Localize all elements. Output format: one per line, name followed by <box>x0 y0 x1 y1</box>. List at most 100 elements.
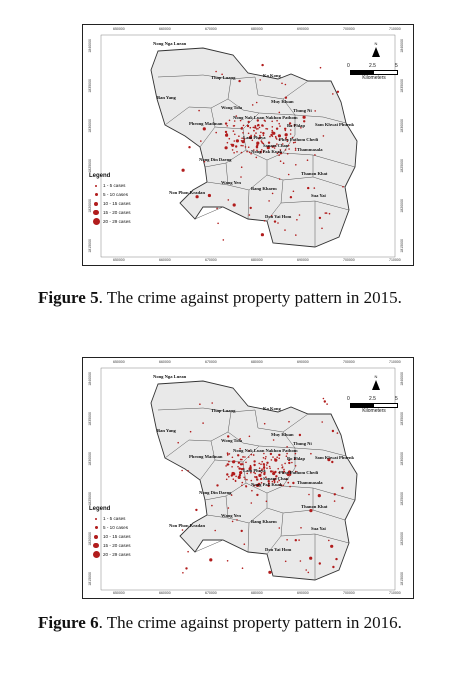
map-inner-frame <box>100 367 396 591</box>
crime-point <box>287 481 289 484</box>
crime-point <box>276 456 278 458</box>
crime-point <box>240 176 242 178</box>
place-label: Phrong Madman <box>189 121 223 126</box>
place-label: Sanam Chan <box>263 143 289 148</box>
district-boundary <box>254 76 309 100</box>
crime-point <box>221 73 223 76</box>
district-boundary <box>254 409 309 433</box>
crime-point <box>225 133 229 137</box>
x-tick-label: 670000 <box>205 258 217 262</box>
legend-symbol <box>92 551 100 558</box>
crime-point <box>309 556 313 560</box>
crime-point <box>230 494 233 496</box>
crime-point <box>266 128 269 130</box>
crime-point <box>238 467 241 470</box>
crime-point <box>258 126 261 129</box>
crime-point <box>292 141 295 144</box>
crime-point <box>233 152 235 154</box>
crime-point <box>272 471 276 476</box>
crime-point <box>303 120 306 123</box>
crime-point <box>333 500 336 502</box>
crime-point <box>251 489 253 492</box>
crime-point <box>250 152 252 155</box>
crime-point <box>209 558 213 562</box>
crime-point <box>274 477 277 480</box>
crime-point <box>253 484 255 487</box>
crime-point <box>242 144 244 147</box>
crime-point <box>258 136 261 139</box>
crime-point <box>286 138 288 141</box>
crime-point <box>252 126 255 129</box>
crime-point <box>274 135 277 138</box>
crime-point <box>268 570 272 574</box>
crime-point <box>281 464 283 466</box>
crime-point <box>263 220 266 222</box>
legend-item: 10 - 15 cases <box>89 532 131 541</box>
crime-point <box>181 168 185 172</box>
crime-point <box>262 457 265 459</box>
crime-point <box>264 457 267 460</box>
crime-point <box>279 160 282 162</box>
crime-point <box>226 463 229 466</box>
crime-point <box>258 137 260 140</box>
crime-point <box>288 122 292 125</box>
crime-point <box>247 456 250 458</box>
place-label: Lam Phaya <box>243 135 266 140</box>
crime-point <box>248 435 251 438</box>
x-tick-label: 700000 <box>343 258 355 262</box>
crime-point <box>227 453 229 455</box>
crime-point <box>309 509 313 513</box>
crime-point <box>318 216 322 220</box>
scale-value: 0 <box>347 63 350 69</box>
crime-point <box>269 470 273 473</box>
legend-label: 15 - 20 cases <box>103 210 131 215</box>
legend-label: 10 - 15 cases <box>103 201 131 206</box>
crime-point <box>225 478 228 481</box>
y-tick-label: 1840000 <box>88 39 92 53</box>
crime-point <box>250 453 253 456</box>
crime-point <box>256 149 258 152</box>
crime-point <box>262 466 266 469</box>
crime-point <box>249 464 252 467</box>
map-figure-5: 650000 650000 660000 660000 670000 670000 6800… <box>82 24 414 266</box>
y-tick-label: 1815000 <box>400 239 404 253</box>
crime-point <box>299 560 302 562</box>
crime-point <box>242 463 244 466</box>
crime-point <box>238 473 242 477</box>
crime-point <box>241 140 245 144</box>
crime-point <box>263 422 266 425</box>
crime-point <box>318 562 321 565</box>
crime-point <box>276 143 278 145</box>
crime-point <box>239 119 242 122</box>
crime-point <box>224 146 228 150</box>
crime-point <box>287 173 290 176</box>
place-label: Bo Phlap <box>287 456 305 461</box>
scale-unit: Kilometers <box>362 75 386 81</box>
x-tick-label: 650000 <box>113 360 125 364</box>
crime-point <box>232 130 235 132</box>
crime-point <box>203 160 206 163</box>
place-label: Don Yai Hom <box>265 214 292 219</box>
place-label: Don Yai Hom <box>265 547 292 552</box>
north-arrow-icon <box>372 380 380 390</box>
crime-point <box>258 473 262 477</box>
place-label: Phra Pathom Chedi <box>279 137 319 142</box>
crime-point <box>249 206 252 210</box>
crime-point <box>294 452 297 455</box>
crime-point <box>327 458 331 462</box>
crime-point <box>246 478 248 481</box>
north-arrow: N <box>351 374 401 390</box>
place-label: Nong Pak Kuak <box>251 149 283 154</box>
place-label: Nong Din Daeng <box>199 490 232 495</box>
crime-point <box>288 148 290 150</box>
crime-point <box>331 460 334 464</box>
crime-point <box>255 132 257 134</box>
crime-point <box>231 143 235 147</box>
crime-point <box>266 467 268 469</box>
crime-point <box>246 150 248 153</box>
crime-point <box>259 79 261 81</box>
crime-point <box>263 468 265 470</box>
crime-point <box>283 468 285 471</box>
crime-point <box>233 460 236 462</box>
crime-point <box>277 134 281 138</box>
